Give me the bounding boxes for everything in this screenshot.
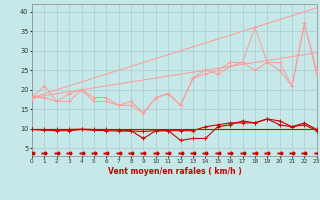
X-axis label: Vent moyen/en rafales ( km/h ): Vent moyen/en rafales ( km/h ) <box>108 167 241 176</box>
